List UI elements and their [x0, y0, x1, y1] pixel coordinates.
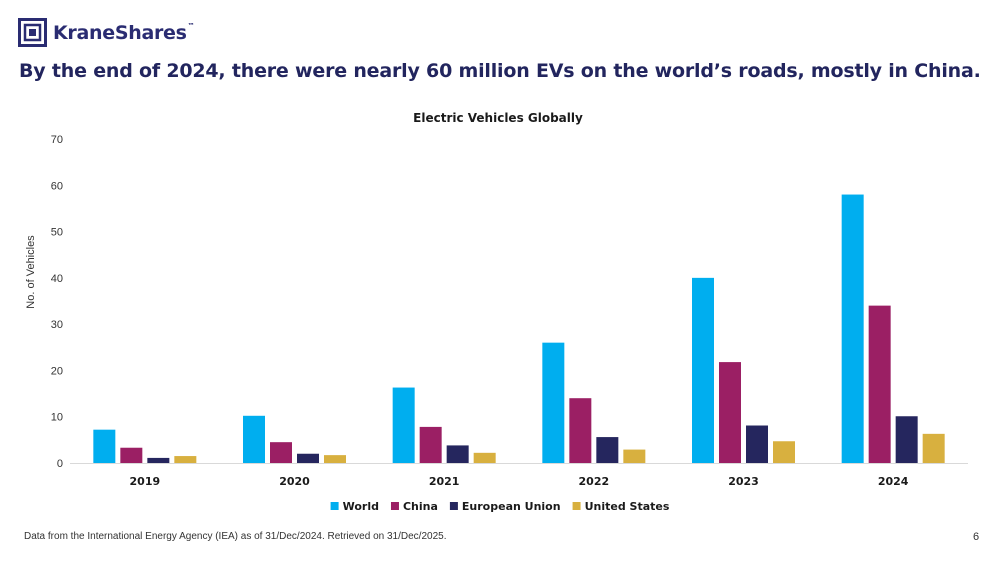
x-tick-label: 2022 [579, 475, 610, 488]
bar-world-2020 [243, 415, 265, 463]
y-tick-label: 0 [57, 458, 63, 470]
bar-united-states-2022 [623, 449, 646, 463]
x-tick-label: 2023 [728, 475, 759, 488]
bar-china-2022 [569, 398, 592, 463]
page-headline: By the end of 2024, there were nearly 60… [19, 60, 981, 82]
bar-european-union-2020 [297, 453, 319, 463]
bar-european-union-2023 [746, 425, 768, 463]
x-axis-ticks: 2019 2020 2021 2022 2023 2024 [130, 475, 909, 488]
bar-china-2020 [270, 442, 292, 463]
y-axis-ticks: 0 10 20 30 40 50 60 70 [51, 134, 63, 470]
bar-china-2021 [419, 426, 442, 463]
bar-world-2019 [93, 429, 116, 463]
bar-european-union-2024 [895, 416, 918, 463]
x-tick-label: 2024 [878, 475, 909, 488]
legend-label: World [343, 500, 379, 513]
bar-european-union-2022 [596, 437, 619, 463]
legend-item-world: World [330, 500, 379, 513]
legend-item-china: China [390, 500, 438, 513]
bar-china-2023 [719, 362, 741, 463]
y-tick-label: 40 [51, 273, 63, 285]
legend-swatch [572, 502, 581, 510]
source-footnote: Data from the International Energy Agenc… [24, 531, 447, 542]
bar-china-2024 [868, 305, 891, 463]
x-tick-label: 2019 [130, 475, 161, 488]
bar-world-2021 [392, 387, 415, 463]
legend-label: United States [585, 500, 670, 513]
y-tick-label: 50 [51, 227, 63, 239]
brand-name: KraneShares™ [53, 21, 195, 44]
bar-world-2022 [542, 342, 565, 463]
y-tick-label: 70 [51, 134, 63, 146]
legend-label: European Union [462, 500, 561, 513]
y-tick-label: 60 [51, 180, 63, 192]
legend-label: China [403, 500, 438, 513]
legend-item-european-union: European Union [449, 500, 561, 513]
kraneshares-logo-icon [18, 18, 47, 47]
bar-european-union-2019 [147, 457, 170, 463]
page-number: 6 [973, 531, 980, 543]
bar-china-2019 [120, 447, 143, 463]
y-tick-label: 30 [51, 319, 63, 331]
x-tick-label: 2020 [279, 475, 310, 488]
legend-swatch [330, 502, 339, 510]
y-axis-label: No. of Vehicles [25, 235, 37, 309]
bar-united-states-2020 [324, 455, 346, 463]
bar-world-2024 [841, 194, 864, 464]
brand-logo[interactable]: KraneShares™ [18, 18, 195, 47]
bar-world-2023 [692, 277, 714, 463]
legend-swatch [390, 502, 399, 510]
x-tick-label: 2021 [429, 475, 460, 488]
bar-united-states-2021 [473, 452, 496, 463]
y-tick-label: 10 [51, 412, 63, 424]
bar-european-union-2021 [446, 445, 469, 463]
legend-item-united-states: United States [572, 500, 670, 513]
bar-united-states-2023 [773, 441, 795, 463]
y-tick-label: 20 [51, 365, 63, 377]
chart-legend: World China European Union United States [330, 500, 670, 513]
legend-swatch [449, 502, 458, 510]
bars [93, 194, 945, 464]
bar-united-states-2019 [174, 456, 197, 463]
bar-united-states-2024 [922, 433, 945, 463]
chart-title: Electric Vehicles Globally [413, 111, 583, 125]
